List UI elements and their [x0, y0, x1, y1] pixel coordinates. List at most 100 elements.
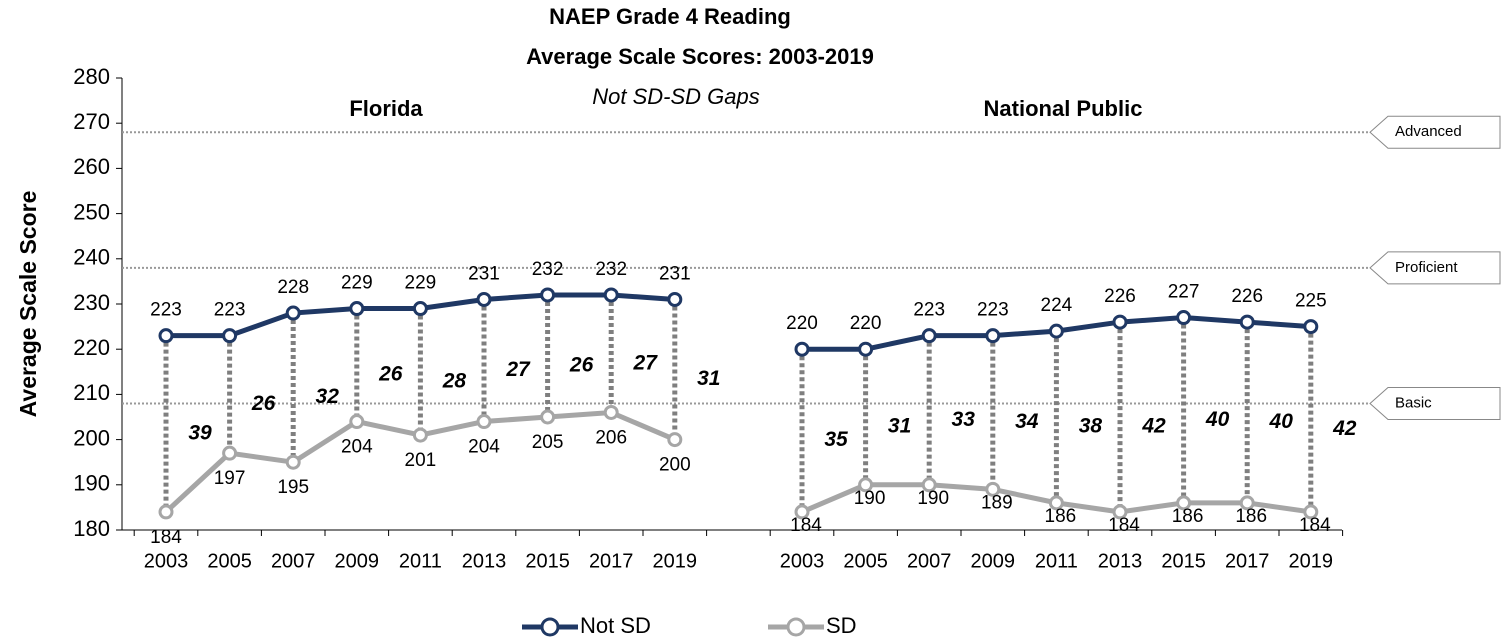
point — [921, 477, 937, 493]
point-label: 186 — [1172, 506, 1204, 527]
point — [667, 291, 683, 307]
point — [158, 504, 174, 520]
y-tick-label: 190 — [73, 471, 110, 496]
gap-label: 27 — [505, 358, 531, 381]
point — [1176, 310, 1192, 326]
series-line — [166, 292, 1311, 352]
point — [285, 454, 301, 470]
point — [794, 341, 810, 357]
reference-label-box — [1369, 115, 1501, 149]
y-tick-label: 270 — [73, 109, 110, 134]
gap-label: 33 — [952, 408, 976, 431]
point-label: 232 — [532, 259, 564, 280]
x-tick-label: 2019 — [653, 550, 698, 572]
point — [1048, 323, 1064, 339]
point-label: 223 — [214, 300, 246, 321]
panel-title: Florida — [349, 96, 423, 121]
y-axis-label: Average Scale Score — [15, 191, 41, 418]
gap-label: 26 — [569, 354, 594, 377]
gap-label: 42 — [1332, 417, 1357, 440]
reference-label-box — [1369, 386, 1501, 420]
point-label: 225 — [1295, 291, 1327, 312]
x-tick-label: 2003 — [780, 550, 825, 572]
point — [921, 328, 937, 344]
reference-label: Proficient — [1395, 259, 1458, 276]
point-label: 228 — [277, 277, 309, 298]
point-label: 229 — [341, 273, 373, 294]
point — [858, 477, 874, 493]
x-tick-label: 2007 — [907, 550, 952, 572]
y-tick-label: 200 — [73, 425, 110, 450]
gap-label: 34 — [1015, 410, 1039, 433]
point-label: 197 — [214, 468, 246, 489]
point-label: 186 — [1235, 506, 1267, 527]
point-label: 190 — [854, 488, 886, 509]
legend-marker — [786, 617, 806, 637]
point-label: 220 — [850, 313, 882, 334]
point-label: 232 — [595, 259, 627, 280]
legend-label: Not SD — [580, 613, 651, 638]
x-tick-label: 2003 — [144, 550, 189, 572]
point — [349, 414, 365, 430]
x-tick-label: 2011 — [1035, 550, 1078, 572]
point-label: 201 — [405, 450, 437, 471]
point — [222, 328, 238, 344]
point — [412, 301, 428, 317]
x-tick-label: 2015 — [1161, 550, 1206, 572]
legend-marker — [540, 617, 560, 637]
point-label: 226 — [1104, 286, 1136, 307]
point-label: 231 — [468, 263, 500, 284]
point — [1239, 314, 1255, 330]
gap-label: 40 — [1205, 408, 1230, 431]
y-tick-label: 250 — [73, 199, 110, 224]
reference-label: Basic — [1395, 394, 1432, 411]
gap-label: 28 — [442, 369, 467, 392]
point — [1112, 504, 1128, 520]
point-label: 195 — [277, 477, 309, 498]
x-tick-label: 2013 — [462, 550, 507, 572]
point — [1303, 504, 1319, 520]
point — [603, 404, 619, 420]
point-label: 204 — [468, 437, 500, 458]
point-label: 200 — [659, 455, 691, 476]
gap-label: 31 — [697, 367, 720, 390]
x-tick-label: 2007 — [271, 550, 316, 572]
point — [985, 481, 1001, 497]
point — [1239, 495, 1255, 511]
x-tick-label: 2013 — [1098, 550, 1143, 572]
point-label: 223 — [913, 300, 945, 321]
x-tick-label: 2009 — [335, 550, 380, 572]
point-label: 220 — [786, 313, 818, 334]
x-tick-label: 2009 — [971, 550, 1016, 572]
y-tick-label: 230 — [73, 290, 110, 315]
x-tick-label: 2019 — [1289, 550, 1334, 572]
point — [985, 328, 1001, 344]
point — [349, 301, 365, 317]
point-label: 184 — [150, 527, 182, 548]
point — [1112, 314, 1128, 330]
point — [1048, 495, 1064, 511]
gap-label: 26 — [251, 392, 276, 415]
point-label: 186 — [1045, 506, 1077, 527]
x-tick-label: 2015 — [525, 550, 570, 572]
gap-label: 27 — [633, 351, 659, 374]
point-label: 223 — [977, 300, 1009, 321]
point — [603, 287, 619, 303]
y-tick-label: 280 — [73, 64, 110, 89]
point-label: 206 — [595, 427, 627, 448]
y-tick-label: 220 — [73, 335, 110, 360]
gap-label: 31 — [888, 415, 911, 438]
gap-label: 39 — [188, 421, 212, 444]
annotation: Not SD-SD Gaps — [592, 84, 760, 109]
point-label: 189 — [981, 492, 1013, 513]
point-label: 184 — [1299, 515, 1331, 536]
point-label: 229 — [405, 273, 437, 294]
point-label: 184 — [1108, 515, 1140, 536]
gap-label: 32 — [316, 385, 340, 408]
point — [540, 287, 556, 303]
point — [476, 291, 492, 307]
point-label: 224 — [1041, 295, 1073, 316]
y-tick-label: 240 — [73, 245, 110, 270]
chart-subtitle: Average Scale Scores: 2003-2019 — [526, 44, 874, 69]
